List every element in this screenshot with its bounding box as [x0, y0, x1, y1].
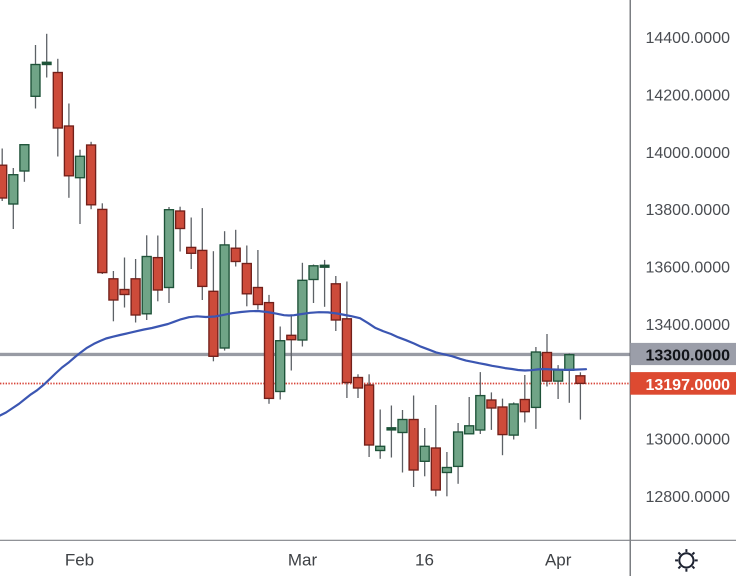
svg-text:Feb: Feb — [65, 551, 94, 570]
svg-text:14200.0000: 14200.0000 — [645, 87, 730, 104]
svg-text:13000.0000: 13000.0000 — [645, 432, 730, 449]
svg-text:Apr: Apr — [545, 551, 572, 570]
svg-text:13300.0000: 13300.0000 — [645, 348, 730, 365]
svg-text:12800.0000: 12800.0000 — [645, 489, 730, 506]
svg-text:14400.0000: 14400.0000 — [645, 30, 730, 47]
svg-text:13600.0000: 13600.0000 — [645, 260, 730, 277]
svg-text:13197.0000: 13197.0000 — [645, 377, 730, 394]
svg-text:13800.0000: 13800.0000 — [645, 202, 730, 219]
svg-text:14000.0000: 14000.0000 — [645, 145, 730, 162]
svg-text:13400.0000: 13400.0000 — [645, 317, 730, 334]
svg-text:16: 16 — [415, 551, 434, 570]
svg-text:Mar: Mar — [288, 551, 318, 570]
